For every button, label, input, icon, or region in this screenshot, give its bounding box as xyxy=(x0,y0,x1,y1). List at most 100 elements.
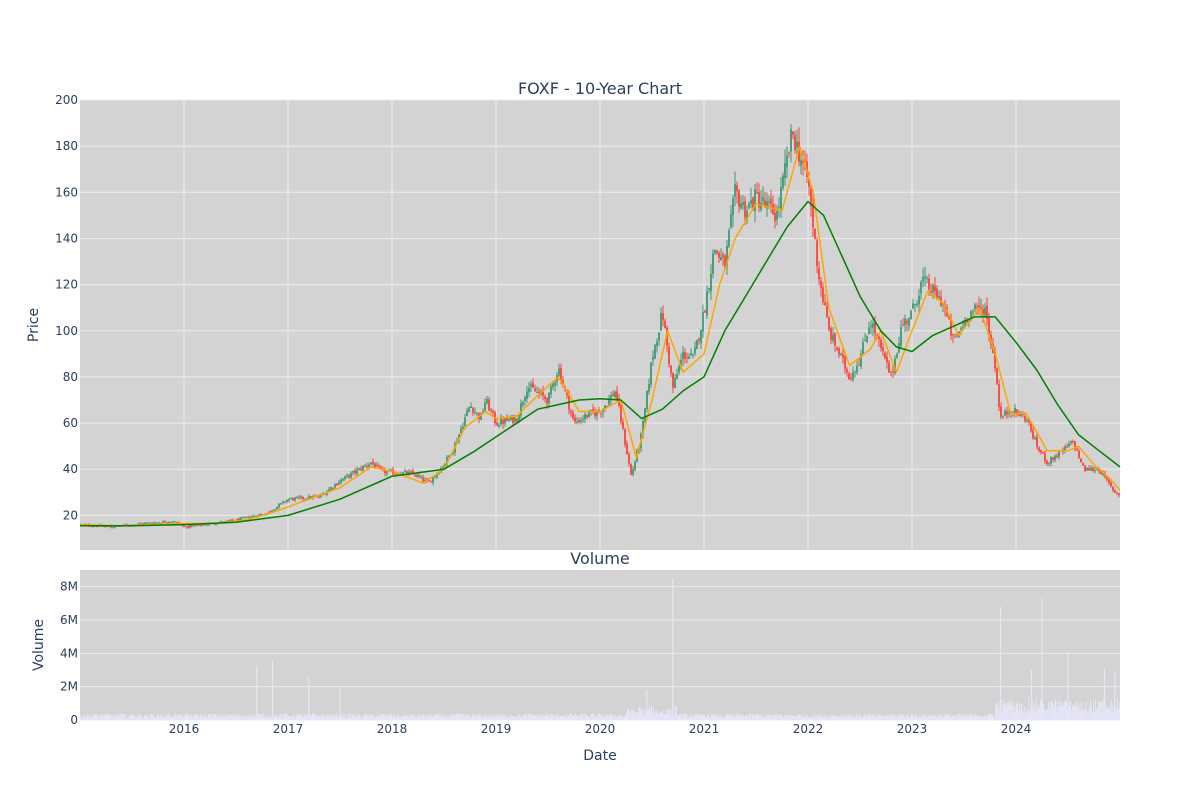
candle-body xyxy=(464,417,466,427)
candle-body xyxy=(646,390,648,410)
candle-body xyxy=(814,228,816,240)
candle-body xyxy=(586,414,588,418)
volume-axis-title: Volume xyxy=(31,619,47,671)
candle-body xyxy=(342,478,344,481)
candle-body xyxy=(510,416,512,421)
candle-body xyxy=(816,240,818,267)
candle-body xyxy=(202,524,204,526)
candle-body xyxy=(1094,469,1096,471)
candle-body xyxy=(238,518,240,521)
candle-body xyxy=(956,335,958,337)
candle-body xyxy=(160,522,162,524)
candle-body xyxy=(1068,443,1070,447)
candle-body xyxy=(236,518,238,521)
candle-body xyxy=(596,410,598,417)
candle-body xyxy=(728,230,730,247)
candle-body xyxy=(360,468,362,470)
candle-body xyxy=(588,410,590,418)
candle-body xyxy=(248,516,250,519)
candle-body xyxy=(406,471,408,475)
candle-body xyxy=(110,527,112,529)
candle-body xyxy=(708,288,710,290)
candle-body xyxy=(536,392,538,394)
candle-body xyxy=(794,135,796,151)
candle-body xyxy=(1086,467,1088,471)
candle-body xyxy=(774,213,776,221)
price-tick-label: 80 xyxy=(63,370,78,384)
candle-body xyxy=(292,498,294,501)
candle-body xyxy=(1034,438,1036,440)
candle-body xyxy=(1024,416,1026,421)
candle-body xyxy=(676,374,678,380)
candle-body xyxy=(1084,465,1086,471)
candle-body xyxy=(290,498,292,500)
candle-body xyxy=(792,131,794,135)
candle-body xyxy=(142,523,144,525)
candle-body xyxy=(674,378,676,389)
candle-body xyxy=(486,399,488,404)
candle-body xyxy=(562,379,564,385)
candle-body xyxy=(198,524,200,526)
candle-body xyxy=(610,395,612,401)
candle-body xyxy=(766,201,768,209)
candle-body xyxy=(798,141,800,162)
candle-body xyxy=(720,257,722,261)
candle-body xyxy=(574,417,576,422)
candle-body xyxy=(1054,455,1056,461)
candle-body xyxy=(714,249,716,253)
candle-body xyxy=(604,405,606,409)
candle-body xyxy=(698,338,700,341)
candle-body xyxy=(892,371,894,373)
candle-body xyxy=(336,483,338,485)
candle-body xyxy=(878,336,880,340)
candle-body xyxy=(736,185,738,192)
candle-body xyxy=(690,353,692,355)
candle-body xyxy=(332,487,334,489)
price-tick-label: 180 xyxy=(55,139,78,153)
candle-body xyxy=(280,502,282,505)
candle-body xyxy=(688,356,690,359)
candle-body xyxy=(250,516,252,519)
candle-body xyxy=(300,496,302,498)
candle-body xyxy=(104,526,106,528)
candle-body xyxy=(986,305,988,319)
price-tick-label: 60 xyxy=(63,416,78,430)
candle-body xyxy=(918,295,920,305)
candle-body xyxy=(462,426,464,429)
candle-body xyxy=(338,482,340,485)
candle-body xyxy=(856,365,858,373)
candle-body xyxy=(868,327,870,334)
candle-body xyxy=(974,304,976,310)
candle-body xyxy=(366,465,368,467)
candle-body xyxy=(352,471,354,473)
long-moving-average-line xyxy=(80,200,1121,527)
candle-body xyxy=(924,276,926,279)
candle-body xyxy=(914,303,916,305)
candle-body xyxy=(882,347,884,352)
candle-body xyxy=(1042,451,1044,454)
candle-body xyxy=(866,336,868,342)
candle-body xyxy=(576,421,578,423)
candle-body xyxy=(354,470,356,473)
candle-body xyxy=(504,418,506,424)
candle-body xyxy=(174,521,176,523)
candle-body xyxy=(420,476,422,478)
candle-body xyxy=(584,414,586,420)
candle-body xyxy=(498,424,500,427)
candle-body xyxy=(1048,462,1050,464)
candle-body xyxy=(524,396,526,401)
candle-body xyxy=(926,277,928,279)
candle-body xyxy=(862,342,864,354)
candle-body xyxy=(652,356,654,361)
candle-body xyxy=(226,520,228,522)
candle-body xyxy=(552,383,554,387)
candle-body xyxy=(820,280,822,288)
candle-body xyxy=(888,362,890,373)
candle-body xyxy=(718,252,720,258)
candle-body xyxy=(838,348,840,355)
candle-body xyxy=(846,369,848,372)
candle-body xyxy=(538,391,540,394)
candle-body xyxy=(434,476,436,478)
candle-body xyxy=(1114,490,1116,493)
